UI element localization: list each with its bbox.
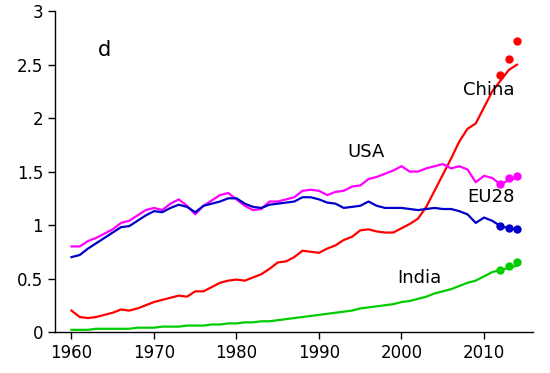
Text: India: India [397,269,442,287]
Text: USA: USA [348,143,385,161]
Text: EU28: EU28 [468,188,515,206]
Text: China: China [463,81,515,99]
Text: d: d [98,40,111,60]
